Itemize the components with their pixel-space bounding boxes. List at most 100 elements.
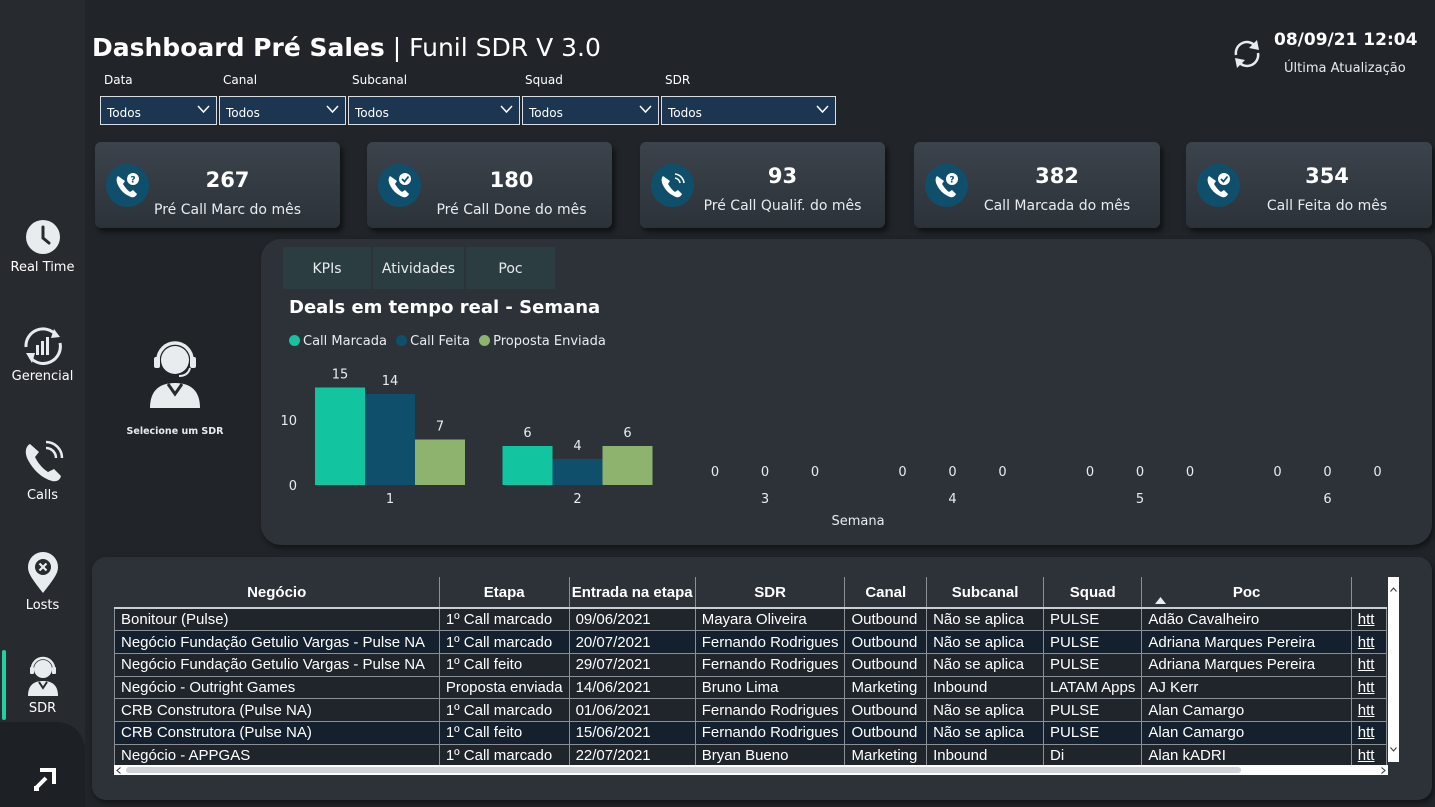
legend-label: Proposta Enviada [493, 334, 606, 349]
table-cell[interactable]: htt [1350, 652, 1387, 677]
column-header[interactable]: Subcanal [926, 577, 1044, 609]
filter-subcanal-dropdown[interactable]: Todos [348, 96, 520, 125]
table-cell: Fernando Rodrigues [694, 630, 846, 654]
kpi-card-call-marcada: ? 382 Call Marcada do mês [914, 142, 1160, 228]
last-update-timestamp: 08/09/21 12:04 [1274, 30, 1418, 50]
table-cell: PULSE [1043, 607, 1143, 632]
data-label: 4 [573, 439, 581, 454]
column-header[interactable]: Entrada na etapa [568, 577, 696, 609]
column-header[interactable]: Negócio [114, 577, 440, 609]
legend-swatch [289, 335, 300, 346]
table-row[interactable]: Bonitour (Pulse) 1º Call marcado 09/06/202… [114, 607, 1387, 632]
table-cell: 20/07/2021 [568, 630, 696, 654]
tab-atividades[interactable]: Atividades [373, 247, 464, 289]
table-cell: AJ Kerr [1141, 675, 1352, 700]
phone-question-icon: ? [925, 164, 968, 207]
scroll-down-icon[interactable] [1390, 747, 1397, 752]
table-row[interactable]: Negócio Fundação Getulio Vargas - Pulse … [114, 630, 1387, 654]
table-cell: Não se aplica [926, 698, 1045, 722]
table-cell: Negócio - Outright Games [114, 675, 440, 700]
logo-icon [34, 768, 56, 791]
bar-chart: 0 10 15 14 7 1 6 4 6 2 0 0 0 3 0 0 0 4 0 0 0 5 0 0 0 6 Semana [280, 368, 1381, 530]
nav-label: SDR [28, 701, 57, 716]
legend-item-proposta-enviada[interactable]: Proposta Enviada [479, 334, 606, 349]
y-tick-label: 0 [289, 479, 297, 494]
table-cell[interactable]: htt [1350, 630, 1387, 654]
table-row[interactable]: Negócio Fundação Getulio Vargas - Pulse … [114, 652, 1387, 677]
kpi-label: Call Feita do mês [1266, 198, 1388, 214]
x-tick-label: 6 [1323, 492, 1331, 507]
tab-poc[interactable]: Poc [466, 247, 555, 289]
data-label: 6 [623, 426, 631, 441]
page-title: Dashboard Pré Sales | Funil SDR V 3.0 [92, 33, 601, 62]
table-cell: Não se aplica [926, 720, 1045, 745]
data-label: 0 [811, 465, 819, 480]
tab-kpis[interactable]: KPIs [283, 247, 371, 289]
kpi-value: 93 [767, 164, 798, 188]
table-cell: Inbound [926, 675, 1045, 700]
chart-bar [365, 394, 415, 485]
filter-value: Todos [529, 106, 563, 120]
column-header[interactable]: Etapa [438, 577, 570, 609]
filter-label-squad: Squad [525, 73, 563, 87]
horizontal-scrollbar[interactable] [114, 765, 1388, 775]
table-row[interactable]: CRB Construtora (Pulse NA) 1º Call feito 1… [114, 720, 1387, 745]
nav-sdr[interactable]: SDR [0, 655, 85, 716]
phone-question-icon: ? [106, 164, 149, 207]
filter-data-dropdown[interactable]: Todos [100, 96, 217, 125]
filter-squad-dropdown[interactable]: Todos [522, 96, 659, 125]
column-header[interactable]: Canal [844, 577, 927, 609]
nav-real-time[interactable]: Real Time [0, 218, 85, 275]
sdr-selector[interactable]: Selecione um SDR [120, 338, 230, 437]
table-row[interactable]: Negócio - APPGAS 1º Call marcado 22/07/202… [114, 743, 1387, 767]
horizontal-scroll-thumb[interactable] [126, 767, 1241, 773]
column-header[interactable]: Squad [1043, 577, 1142, 609]
table-cell: Adriana Marques Pereira [1141, 630, 1352, 654]
table-cell[interactable]: htt [1350, 743, 1387, 767]
kpi-card-pre-call-done: 180 Pré Call Done do mês [367, 142, 612, 228]
chart-refresh-icon [23, 327, 62, 365]
legend-item-call-feita[interactable]: Call Feita [396, 334, 470, 349]
nav-losts[interactable]: Losts [0, 552, 85, 613]
table-row[interactable]: Negócio - Outright Games Proposta enviada… [114, 675, 1387, 700]
scroll-left-icon[interactable] [116, 767, 121, 774]
scroll-right-icon[interactable] [1381, 767, 1386, 774]
chart-legend: Call Marcada Call Feita Proposta Enviada [289, 334, 611, 349]
phone-check-icon [1197, 164, 1240, 207]
filter-label-sdr: SDR [665, 73, 691, 87]
table-cell[interactable]: htt [1350, 675, 1387, 700]
table-row[interactable]: CRB Construtora (Pulse NA) 1º Call marcad… [114, 698, 1387, 722]
column-header[interactable]: SDR [694, 577, 845, 609]
nav-label: Calls [26, 488, 59, 503]
legend-item-call-marcada[interactable]: Call Marcada [289, 334, 387, 349]
kpi-value: 382 [1035, 164, 1079, 188]
data-label: 0 [998, 465, 1006, 480]
chart-panel [261, 239, 1432, 545]
column-header[interactable] [1350, 577, 1387, 609]
nav-calls[interactable]: Calls [0, 440, 85, 503]
table-cell: Di [1043, 743, 1143, 767]
kpi-label: Call Marcada do mês [983, 198, 1131, 214]
x-axis-label: Semana [831, 514, 884, 529]
column-header[interactable]: Poc [1141, 577, 1352, 609]
table-cell[interactable]: htt [1350, 698, 1387, 722]
x-tick-label: 3 [761, 492, 769, 507]
scroll-up-icon[interactable] [1390, 587, 1397, 592]
filter-sdr-dropdown[interactable]: Todos [661, 96, 836, 125]
filter-canal-dropdown[interactable]: Todos [219, 96, 346, 125]
nav-label: Losts [25, 598, 60, 613]
refresh-icon[interactable] [1230, 37, 1264, 71]
x-tick-label: 1 [386, 492, 394, 507]
table-cell[interactable]: htt [1350, 720, 1387, 745]
table-cell: 1º Call marcado [438, 630, 570, 654]
nav-gerencial[interactable]: Gerencial [0, 325, 85, 384]
table-cell[interactable]: htt [1350, 607, 1387, 632]
vertical-scrollbar[interactable] [1388, 577, 1399, 762]
sort-ascending-icon[interactable] [1155, 597, 1166, 604]
table-cell: Fernando Rodrigues [694, 652, 846, 677]
legend-label: Call Feita [410, 334, 470, 349]
table-cell: LATAM Apps [1043, 675, 1143, 700]
table-cell: Proposta enviada [438, 675, 570, 700]
title-separator: | [384, 33, 410, 62]
nav-label: Real Time [10, 260, 75, 275]
